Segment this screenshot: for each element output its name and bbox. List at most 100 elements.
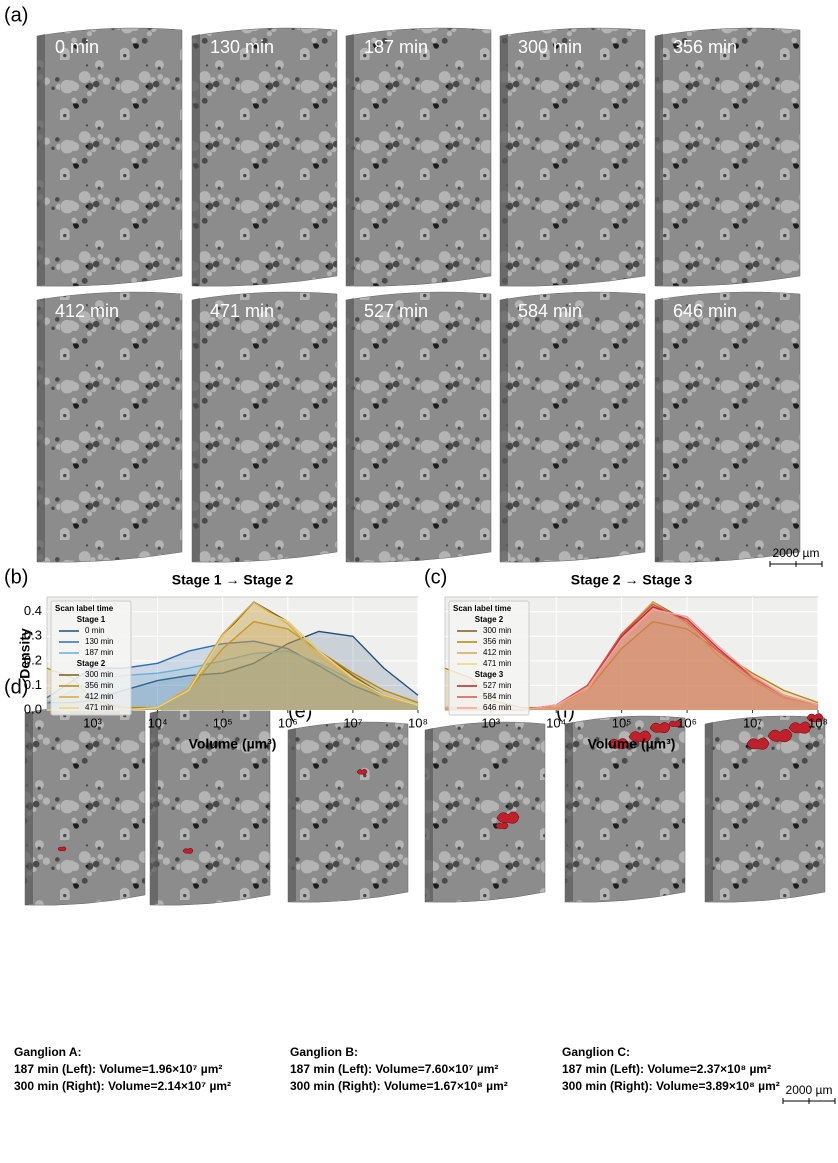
legend-entry: 187 min (85, 648, 113, 657)
x-tick-label: 10⁵ (213, 715, 233, 730)
sample-edge (192, 34, 200, 286)
sample-image (36, 291, 183, 563)
panel-label: (a) (4, 4, 28, 26)
legend-title: Scan label time (453, 604, 512, 613)
density-area (47, 606, 418, 710)
x-tick-label: 10⁴ (546, 715, 566, 730)
ganglion (806, 713, 824, 723)
legend-entry: 130 min (85, 637, 113, 646)
sample-edge (565, 722, 573, 902)
sample-edge (150, 711, 158, 905)
chart-title: Stage 2 → Stage 3 (571, 572, 693, 588)
sample-image (345, 291, 492, 563)
density-area (445, 606, 818, 710)
scale-bar (782, 1098, 836, 1104)
panel-label: (c) (424, 566, 447, 588)
caption: 300 min (Right): Volume=1.67×10⁸ µm² (290, 1079, 508, 1093)
panel-label: (b) (4, 566, 28, 588)
sample-image (287, 721, 409, 903)
density-area (445, 609, 818, 710)
sample-image (499, 291, 646, 563)
legend-title: Scan label time (55, 604, 114, 613)
ganglion (649, 722, 671, 734)
y-tick-label: 0.1 (24, 677, 42, 692)
x-tick-label: 10³ (83, 715, 102, 730)
sample-image (654, 291, 801, 563)
time-label: 527 min (364, 301, 428, 321)
y-tick-label: 0.2 (24, 652, 42, 667)
caption: 187 min (Left): Volume=1.96×10⁷ µm² (14, 1062, 222, 1076)
sample-image (36, 27, 183, 287)
sample-image (499, 27, 646, 287)
sample-edge (37, 298, 45, 562)
time-label: 300 min (518, 37, 582, 57)
density-area (47, 601, 418, 710)
sample-image (424, 721, 546, 903)
legend-group: Stage 2 (77, 659, 106, 668)
sample-edge (192, 298, 200, 562)
sample-image (654, 27, 801, 287)
y-tick-label: 0.4 (24, 603, 42, 618)
x-tick-label: 10⁸ (808, 715, 828, 730)
caption: Ganglion C: (562, 1045, 630, 1059)
sample-edge (346, 298, 354, 562)
sample-edge (500, 34, 508, 286)
time-label: 130 min (210, 37, 274, 57)
caption: 187 min (Left): Volume=2.37×10⁸ µm² (562, 1062, 771, 1076)
legend-entry: 300 min (483, 626, 511, 635)
time-label: 471 min (210, 301, 274, 321)
x-axis-label: Volume (µm³) (189, 736, 277, 752)
density-area (47, 641, 418, 710)
ganglion (57, 846, 67, 852)
legend-entry: 646 min (483, 703, 511, 712)
legend-entry: 0 min (85, 626, 105, 635)
legend-entry: 412 min (483, 648, 511, 657)
sample-image (704, 715, 826, 903)
x-tick-label: 10⁴ (148, 715, 168, 730)
ganglion (788, 721, 812, 734)
ganglion (746, 737, 770, 750)
caption: Ganglion A: (14, 1045, 82, 1059)
legend-group: Stage 1 (77, 615, 106, 624)
legend-entry: 584 min (483, 692, 511, 701)
density-area (445, 621, 818, 710)
x-tick-label: 10⁶ (677, 715, 697, 730)
sample-image (191, 291, 338, 563)
density-area (47, 621, 418, 710)
density-area (445, 606, 818, 710)
density-area (47, 651, 418, 710)
sample-edge (37, 34, 45, 286)
legend-group: Stage 2 (475, 615, 504, 624)
sample-image (345, 27, 492, 287)
time-label: 187 min (364, 37, 428, 57)
sample-edge (288, 728, 296, 902)
x-tick-label: 10⁷ (743, 715, 762, 730)
caption: Ganglion B: (290, 1045, 358, 1059)
ganglion (628, 730, 652, 743)
ganglion (668, 720, 682, 728)
legend-entry: 300 min (85, 670, 113, 679)
scale-bar-label: 2000 µm (773, 546, 820, 560)
x-tick-label: 10⁸ (408, 715, 428, 730)
legend-entry: 356 min (85, 681, 113, 690)
ganglion (607, 738, 629, 750)
ganglion (767, 729, 793, 743)
sample-edge (655, 34, 663, 286)
legend-entry: 527 min (483, 681, 511, 690)
density-area (445, 601, 818, 710)
sample-image (564, 715, 686, 903)
time-label: 646 min (673, 301, 737, 321)
legend-entry: 471 min (483, 659, 511, 668)
y-tick-label: 0.0 (24, 701, 42, 716)
sample-edge (346, 34, 354, 286)
time-label: 356 min (673, 37, 737, 57)
caption: 300 min (Right): Volume=2.14×10⁷ µm² (14, 1079, 231, 1093)
caption: 187 min (Left): Volume=7.60×10⁷ µm² (290, 1062, 498, 1076)
legend-entry: 412 min (85, 692, 113, 701)
sample-edge (425, 728, 433, 902)
sample-edge (500, 298, 508, 562)
x-tick-label: 10⁵ (612, 715, 632, 730)
density-area (445, 604, 818, 710)
ganglion (495, 822, 509, 830)
